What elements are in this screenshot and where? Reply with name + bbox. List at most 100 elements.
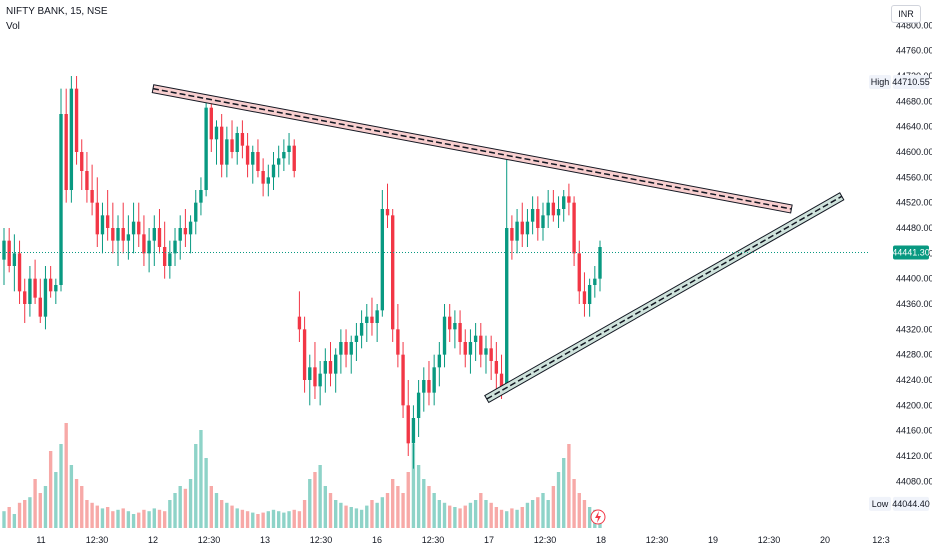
volume-bar <box>510 508 514 528</box>
candle-body <box>582 291 587 304</box>
candle-body <box>551 202 556 216</box>
candle-body <box>375 310 379 323</box>
volume-bar <box>43 486 48 528</box>
volume-bar <box>188 479 193 528</box>
volume-bar <box>359 509 364 528</box>
volume-bar <box>126 511 131 528</box>
candle-body <box>567 196 571 203</box>
symbol-title[interactable]: NIFTY BANK, 15, NSE <box>6 6 108 17</box>
volume-bar <box>556 472 561 528</box>
volume-bar <box>256 514 260 528</box>
candle-body <box>359 323 364 336</box>
candle-body <box>494 361 499 374</box>
candle-body <box>162 247 167 266</box>
volume-bar <box>80 486 84 528</box>
volume-bar <box>142 509 146 528</box>
x-tick-label: 12:30 <box>422 535 445 545</box>
volume-bar <box>380 497 385 528</box>
volume-bar <box>385 493 390 528</box>
candle-body <box>593 278 597 285</box>
y-tick-label: 44200.00 <box>896 400 932 410</box>
volume-bar <box>302 500 307 528</box>
y-tick-label: 44400.00 <box>896 274 932 284</box>
candle-body <box>100 215 105 235</box>
candle-body <box>95 202 99 235</box>
candle-body <box>152 228 156 241</box>
volume-bar <box>276 511 281 528</box>
candle-body <box>126 234 131 241</box>
volume-bar <box>458 508 462 528</box>
volume-bar <box>85 500 89 528</box>
volume-bar <box>422 479 426 528</box>
candle-body <box>334 354 338 374</box>
candle-body <box>520 221 524 235</box>
x-tick-label: 12:30 <box>198 535 221 545</box>
volume-bar <box>297 511 302 528</box>
low-value: 44044.40 <box>892 499 930 509</box>
volume-bar <box>116 509 120 528</box>
x-tick-label: 20 <box>820 535 830 545</box>
candle-body <box>7 240 11 266</box>
lightning-icon-glyph <box>595 511 601 523</box>
candle-body <box>111 228 115 241</box>
low-label-bg <box>869 496 891 511</box>
volume-bar <box>582 500 587 528</box>
candle-body <box>406 405 410 444</box>
volume-bar <box>194 444 198 528</box>
y-tick-label: 44320.00 <box>896 324 932 334</box>
candle-body <box>147 240 151 254</box>
candle-body <box>59 114 63 285</box>
y-tick-label: 44760.00 <box>896 46 932 56</box>
y-tick-label: 44160.00 <box>896 426 932 436</box>
candle-body <box>587 285 592 304</box>
volume-bar <box>292 509 296 528</box>
volume-bar <box>541 493 545 528</box>
candle-body <box>380 209 385 311</box>
candle-body <box>442 316 447 355</box>
candle-body <box>546 202 550 216</box>
volume-bar <box>235 508 239 528</box>
candle-body <box>401 354 405 406</box>
volume-bar <box>287 511 291 528</box>
candle-body <box>427 380 431 393</box>
candle-body <box>422 380 426 393</box>
x-tick-label: 12:30 <box>86 535 109 545</box>
candle-body <box>489 348 493 361</box>
candle-body <box>209 107 213 140</box>
candle-body <box>499 373 504 387</box>
candle-body <box>541 215 545 228</box>
currency-button[interactable]: INR <box>891 5 921 23</box>
volume-bar <box>178 486 182 528</box>
volume-bar <box>225 502 229 528</box>
volume-bar <box>499 509 504 528</box>
candle-body <box>64 114 68 190</box>
candle-body <box>354 335 359 342</box>
candle-body <box>463 342 467 355</box>
candle-body <box>194 202 198 222</box>
candle-body <box>17 253 22 292</box>
volume-bar <box>375 502 379 528</box>
volume-bar <box>251 512 255 528</box>
volume-bar <box>536 497 540 528</box>
candle-body <box>178 228 182 241</box>
volume-bar <box>100 508 105 528</box>
volume-bar <box>427 486 431 528</box>
y-tick-label: 44280.00 <box>896 350 932 360</box>
candle-body <box>318 373 322 387</box>
x-tick-label: 12:30 <box>646 535 669 545</box>
x-tick-label: 12:3 <box>872 535 890 545</box>
last-price-tag-bg <box>893 245 929 260</box>
volume-bar <box>209 486 213 528</box>
volume-bar <box>74 479 79 528</box>
volume-bar <box>453 507 457 528</box>
volume-bar <box>339 502 343 528</box>
candle-body <box>411 418 416 444</box>
candle-body <box>183 228 188 235</box>
high-label: High <box>871 77 890 87</box>
volume-bar <box>406 472 410 528</box>
volume-bar <box>328 493 333 528</box>
candle-body <box>313 367 317 387</box>
volume-bar <box>7 507 11 528</box>
volume-bar <box>33 479 37 528</box>
